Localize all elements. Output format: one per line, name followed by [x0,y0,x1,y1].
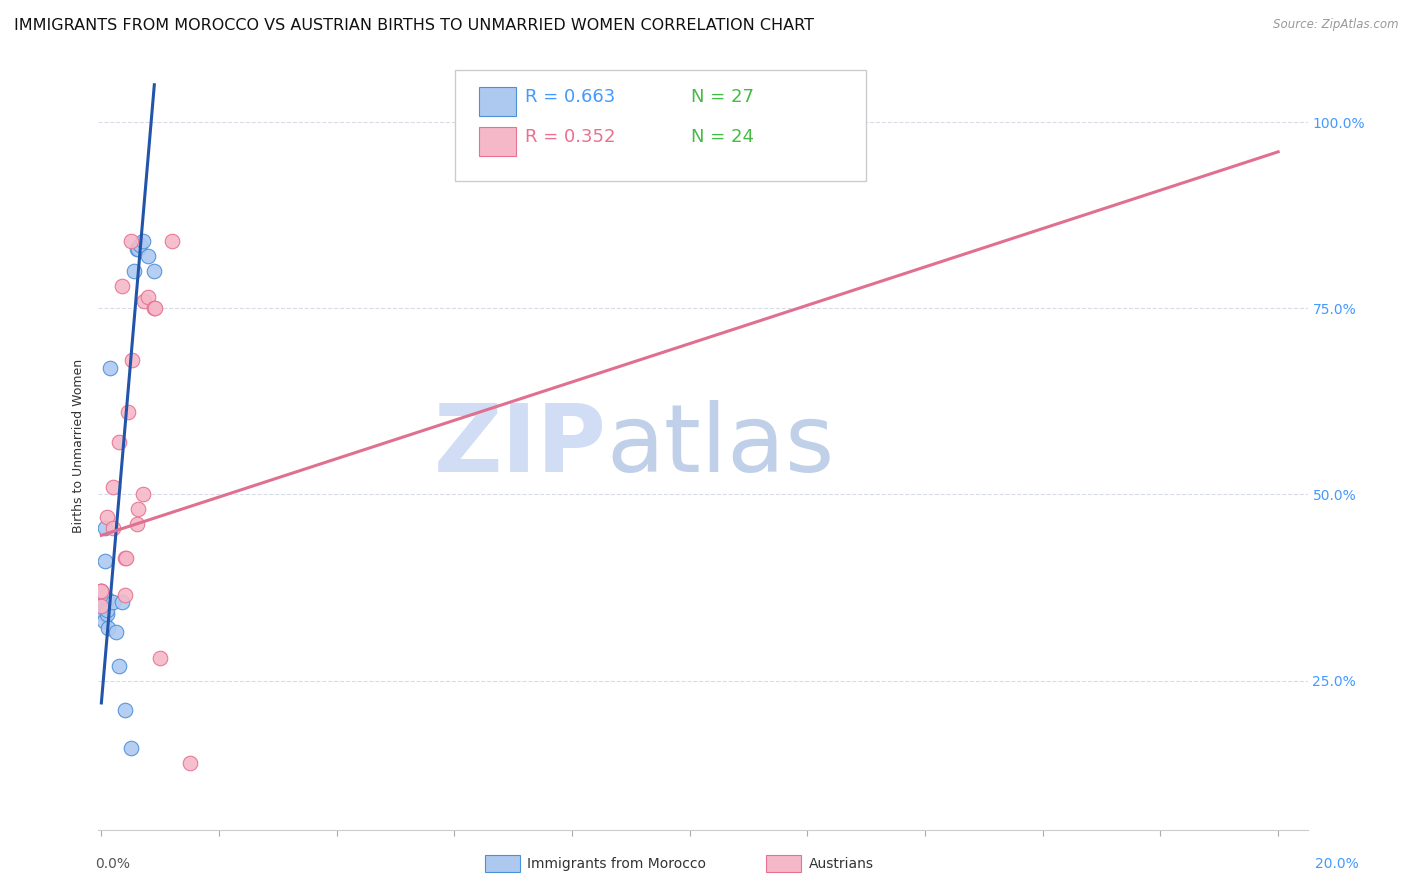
FancyBboxPatch shape [479,127,516,156]
Point [114,588,136,602]
Point [90,591,112,606]
Point [128,238,150,252]
Point [101,521,124,535]
Text: ZIP: ZIP [433,400,606,492]
Text: N = 27: N = 27 [690,87,754,106]
Point [122,264,145,278]
Point [108,435,131,450]
Point [138,249,160,263]
Text: Immigrants from Morocco: Immigrants from Morocco [527,857,706,871]
Point [125,242,148,256]
Point [120,740,142,755]
Point [93,607,115,621]
Point [96,509,118,524]
Point [111,595,134,609]
Text: 0.0%: 0.0% [96,857,131,871]
Point [115,550,138,565]
Point [120,234,142,248]
Text: 20.0%: 20.0% [1315,857,1358,871]
Point [90,603,112,617]
Point [125,517,148,532]
Point [143,301,166,316]
Point [94,521,117,535]
Point [93,595,115,609]
Point [96,607,118,621]
Point [108,658,131,673]
Point [114,550,136,565]
Point [96,603,118,617]
Point [132,293,155,308]
Text: Austrians: Austrians [808,857,873,871]
Point [131,487,153,501]
Point [97,622,120,636]
Point [127,242,149,256]
Text: atlas: atlas [606,400,835,492]
Point [121,353,143,368]
Text: R = 0.352: R = 0.352 [526,128,616,145]
Point [94,554,117,568]
Point [98,360,121,375]
Point [90,584,112,599]
Point [96,591,118,606]
Point [127,502,149,516]
Text: Source: ZipAtlas.com: Source: ZipAtlas.com [1274,18,1399,31]
FancyBboxPatch shape [479,87,516,116]
Point [90,588,112,602]
Point [145,301,167,316]
Point [105,625,128,640]
Point [114,703,136,717]
Point [160,234,183,248]
Y-axis label: Births to Unmarried Women: Births to Unmarried Women [72,359,86,533]
Text: IMMIGRANTS FROM MOROCCO VS AUSTRIAN BIRTHS TO UNMARRIED WOMEN CORRELATION CHART: IMMIGRANTS FROM MOROCCO VS AUSTRIAN BIRT… [14,18,814,33]
Point [179,756,201,770]
Point [149,651,172,665]
FancyBboxPatch shape [456,70,866,181]
Point [143,264,166,278]
Point [131,234,153,248]
Text: R = 0.663: R = 0.663 [526,87,616,106]
Point [138,290,160,304]
Point [90,599,112,614]
Point [90,584,112,599]
Point [93,614,115,628]
Point [117,405,139,419]
Point [111,278,134,293]
Text: N = 24: N = 24 [690,128,754,145]
Point [90,584,112,599]
Point [101,595,124,609]
Point [101,480,124,494]
